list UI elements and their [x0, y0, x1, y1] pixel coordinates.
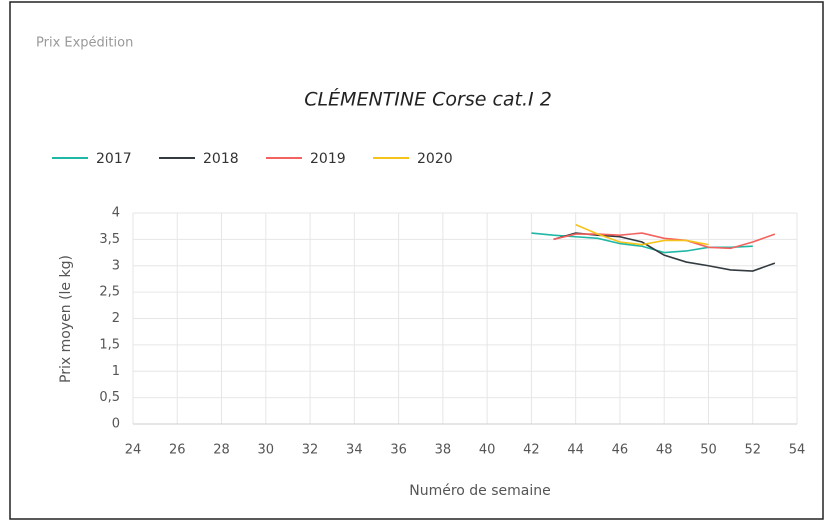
x-tick-label: 50: [700, 443, 717, 458]
x-tick-label: 52: [744, 443, 761, 458]
legend-label: 2017: [96, 151, 132, 167]
legend-label: 2018: [203, 151, 239, 167]
x-tick-label: 28: [213, 443, 230, 458]
x-tick-label: 38: [435, 443, 452, 458]
y-tick-label: 2: [112, 311, 120, 326]
x-tick-label: 42: [523, 443, 540, 458]
y-tick-label: 0,5: [99, 390, 120, 405]
x-tick-label: 34: [346, 443, 363, 458]
y-tick-label: 4: [112, 206, 120, 221]
x-tick-label: 40: [479, 443, 496, 458]
y-tick-label: 1,5: [99, 337, 120, 352]
x-tick-label: 44: [567, 443, 584, 458]
data-line: [553, 232, 776, 250]
x-tick-label: 36: [390, 443, 407, 458]
data-line: [575, 223, 709, 246]
x-tick-label: 48: [656, 443, 673, 458]
y-tick-label: 0: [112, 417, 120, 432]
panel-title: Prix Expédition: [36, 36, 133, 51]
legend-label: 2019: [310, 151, 346, 167]
x-tick-label: 54: [789, 443, 806, 458]
x-tick-label: 24: [125, 443, 142, 458]
x-axis-label: Numéro de semaine: [409, 483, 551, 499]
x-tick-label: 32: [302, 443, 319, 458]
legend-label: 2020: [417, 151, 453, 167]
y-tick-label: 3,5: [99, 232, 120, 247]
y-tick-label: 2,5: [99, 285, 120, 300]
chart-title: CLÉMENTINE Corse cat.I 2: [304, 88, 552, 111]
x-tick-label: 26: [169, 443, 186, 458]
x-tick-label: 30: [258, 443, 275, 458]
y-axis-label: Prix moyen (le kg): [58, 255, 74, 383]
panel-border: [9, 1, 824, 520]
x-tick-label: 46: [612, 443, 629, 458]
y-tick-label: 3: [112, 258, 120, 273]
y-tick-label: 1: [112, 364, 120, 379]
